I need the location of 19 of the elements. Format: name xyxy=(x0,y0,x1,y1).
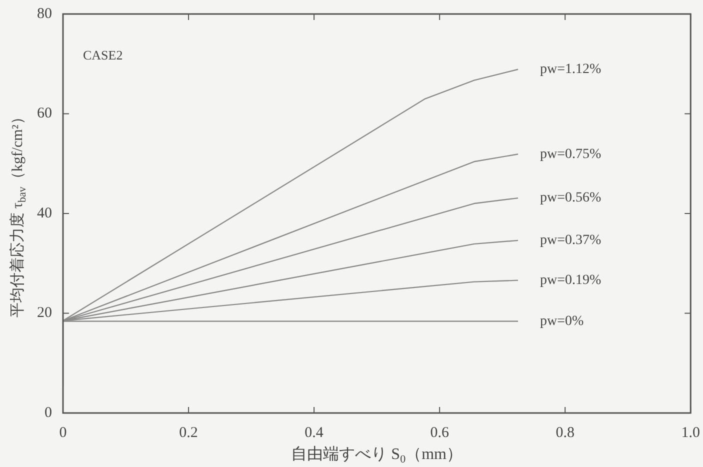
y-tick-label: 80 xyxy=(37,6,52,22)
series-label: pw=0.37% xyxy=(540,233,602,248)
x-tick-label: 0.4 xyxy=(304,424,324,441)
y-tick-label: 60 xyxy=(37,106,52,122)
series-label: pw=0.56% xyxy=(540,190,602,206)
x-tick-label: 0.8 xyxy=(556,424,574,441)
y-tick-label: 40 xyxy=(37,205,52,222)
series-label: pw=1.12% xyxy=(540,62,602,78)
x-tick-label: 1.0 xyxy=(681,424,700,441)
y-tick-label: 0 xyxy=(44,404,52,421)
x-tick-label: 0.6 xyxy=(430,424,450,441)
series-label: pw=0.19% xyxy=(540,273,602,288)
x-tick-label: 0 xyxy=(59,424,67,441)
x-tick-label: 0.2 xyxy=(179,424,198,441)
series-label: pw=0.75% xyxy=(540,146,602,162)
series-label: pw=0% xyxy=(540,314,584,329)
y-axis-title: 平均付着応力度 τbav（kgf/cm²） xyxy=(8,110,28,318)
annotation: CASE2 xyxy=(83,47,123,62)
y-tick-label: 20 xyxy=(37,305,52,322)
